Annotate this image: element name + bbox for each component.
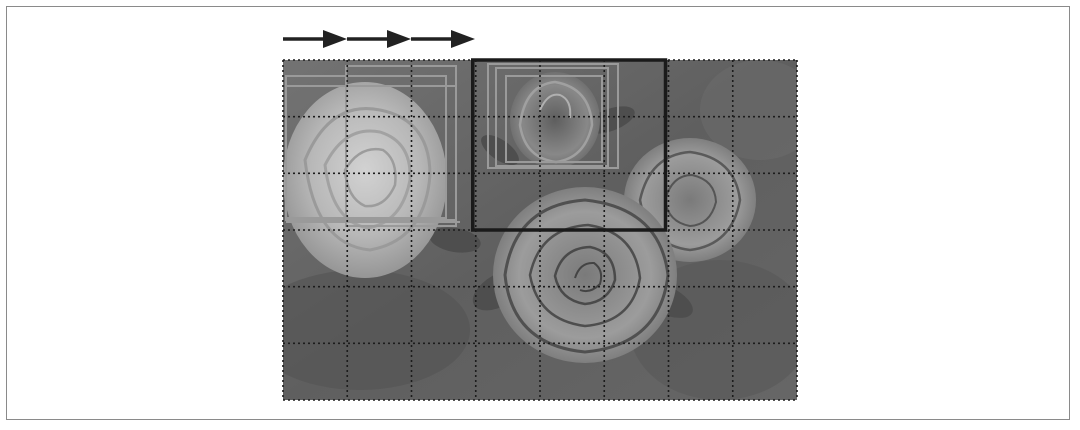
rose-center [493,187,677,363]
rose-left [283,82,447,278]
slide-arrow [411,30,475,48]
dotted-grid [282,59,798,401]
slide-arrow [283,30,347,48]
rose-bud [510,72,600,168]
slide-arrow [347,30,411,48]
anchor-boxes-left [285,65,460,227]
sliding-window [471,58,668,232]
slide-arrows [283,30,475,48]
